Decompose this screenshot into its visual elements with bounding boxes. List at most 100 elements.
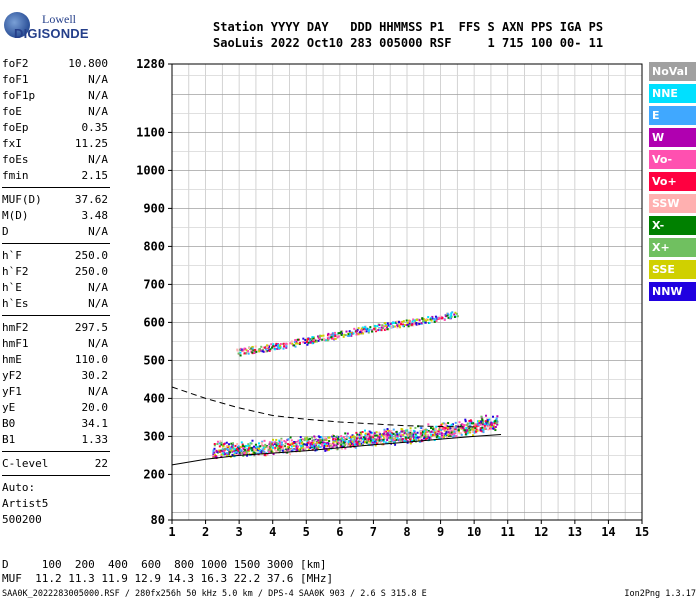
echo-dot: [356, 333, 359, 336]
echo-dot: [280, 437, 283, 440]
echo-dot: [378, 434, 381, 437]
echo-dot: [376, 325, 379, 328]
param-value: 30.2: [81, 369, 109, 382]
echo-dot: [482, 431, 485, 434]
echo-dot: [306, 444, 309, 447]
echo-dot: [494, 419, 497, 422]
echo-dot: [476, 422, 479, 425]
echo-dot: [306, 437, 309, 440]
echo-dot: [379, 441, 382, 444]
x-tick-label: 9: [437, 525, 444, 539]
echo-dot: [321, 438, 324, 441]
echo-dot: [396, 326, 399, 329]
echo-dot: [426, 318, 429, 321]
y-tick-label: 200: [143, 467, 165, 481]
echo-dot: [302, 341, 305, 344]
legend-item-x-plus: X+: [649, 238, 696, 257]
echo-dot: [254, 452, 257, 455]
echo-dot: [398, 323, 401, 326]
echo-dot: [404, 436, 407, 439]
param-row: fxI 11.25: [2, 137, 108, 153]
echo-dot: [481, 430, 484, 433]
echo-dot: [403, 432, 406, 435]
echo-dot: [448, 432, 451, 435]
echo-dot: [341, 445, 344, 448]
echo-dot: [478, 420, 481, 423]
echo-dot: [278, 443, 281, 446]
param-label: B1: [2, 433, 16, 446]
param-row: foF2 10.800: [2, 57, 108, 73]
echo-dot: [464, 420, 467, 423]
echo-dot: [388, 430, 391, 433]
echo-dot: [238, 450, 241, 453]
echo-dot: [322, 447, 325, 450]
echo-dot: [380, 433, 383, 436]
echo-dot: [348, 331, 351, 334]
auto-label: Auto:: [2, 481, 36, 494]
echo-dot: [329, 333, 332, 336]
echo-dot: [302, 445, 305, 448]
echo-dot: [263, 439, 266, 442]
echo-dot: [261, 350, 264, 353]
echo-dot: [365, 436, 368, 439]
param-label: foEs: [2, 153, 29, 166]
echo-dot: [230, 442, 233, 445]
echo-dot: [333, 444, 336, 447]
echo-dot: [415, 438, 418, 441]
echo-dot: [311, 436, 314, 439]
echo-dot: [295, 338, 298, 341]
echo-dot: [266, 453, 269, 456]
echo-dot: [377, 437, 380, 440]
param-value: 34.1: [81, 417, 109, 430]
echo-dot: [314, 443, 317, 446]
echo-dot: [477, 429, 480, 432]
echo-dot: [455, 435, 458, 438]
echo-dot: [334, 337, 337, 340]
echo-dot: [298, 341, 301, 344]
param-label: MUF(D): [2, 193, 42, 206]
echo-dot: [247, 449, 250, 452]
echo-dot: [492, 421, 495, 424]
echo-dot: [471, 431, 474, 434]
echo-dot: [225, 454, 228, 457]
echo-dot: [418, 437, 421, 440]
echo-dot: [247, 351, 250, 354]
echo-dot: [327, 448, 330, 451]
echo-dot: [231, 453, 234, 456]
echo-dot: [392, 436, 395, 439]
echo-dot: [492, 426, 495, 429]
echo-dot: [483, 427, 486, 430]
echo-dot: [279, 344, 282, 347]
legend-item-vo-minus: Vo-: [649, 150, 696, 169]
echo-dot: [385, 326, 388, 329]
echo-dot: [480, 422, 483, 425]
echo-dot: [448, 427, 451, 430]
echo-dot: [372, 442, 375, 445]
echo-dot: [434, 315, 437, 318]
param-label: foE: [2, 105, 22, 118]
echo-dot: [336, 439, 339, 442]
echo-dot: [260, 444, 263, 447]
echo-dot: [321, 338, 324, 341]
legend-item-w: W: [649, 128, 696, 147]
echo-dot: [262, 346, 265, 349]
echo-dot: [271, 346, 274, 349]
echo-dot: [282, 347, 285, 350]
echo-dot: [444, 315, 447, 318]
echo-dot: [256, 448, 259, 451]
echo-dot: [336, 435, 339, 438]
echo-dot: [389, 432, 392, 435]
echo-dot: [371, 330, 374, 333]
echo-dot: [306, 440, 309, 443]
echo-dot: [352, 436, 355, 439]
echo-dot: [225, 441, 228, 444]
echo-dot: [402, 320, 405, 323]
echo-dot: [318, 438, 321, 441]
echo-dot: [283, 449, 286, 452]
x-tick-label: 6: [336, 525, 343, 539]
echo-dot: [458, 432, 461, 435]
echo-dot: [365, 438, 368, 441]
echo-dot: [265, 346, 268, 349]
echo-dot: [367, 433, 370, 436]
echo-dot: [336, 336, 339, 339]
